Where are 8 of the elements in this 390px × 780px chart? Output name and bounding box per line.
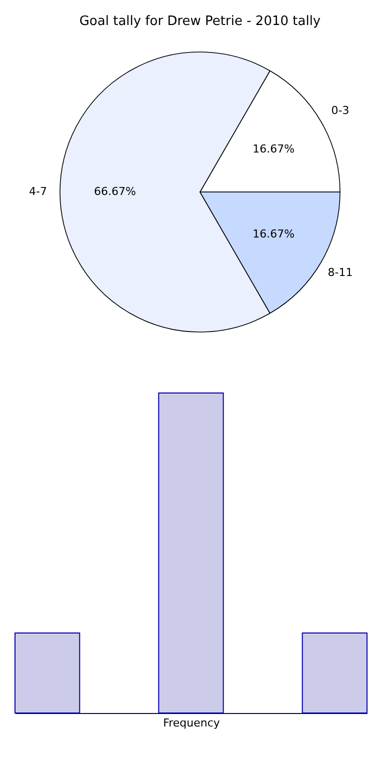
data-label: 16.67% — [252, 228, 295, 241]
slice-label: 4-7 — [29, 185, 47, 198]
data-label: 16.67% — [252, 142, 295, 156]
x-axis-title: Frequency — [163, 716, 220, 730]
slice-label: 8-11 — [328, 266, 353, 280]
slice-label: 0-3 — [331, 104, 350, 117]
chart-title: Goal tally for Drew Petrie - 2010 tally — [79, 14, 321, 29]
data-label: 66.67% — [94, 185, 136, 198]
